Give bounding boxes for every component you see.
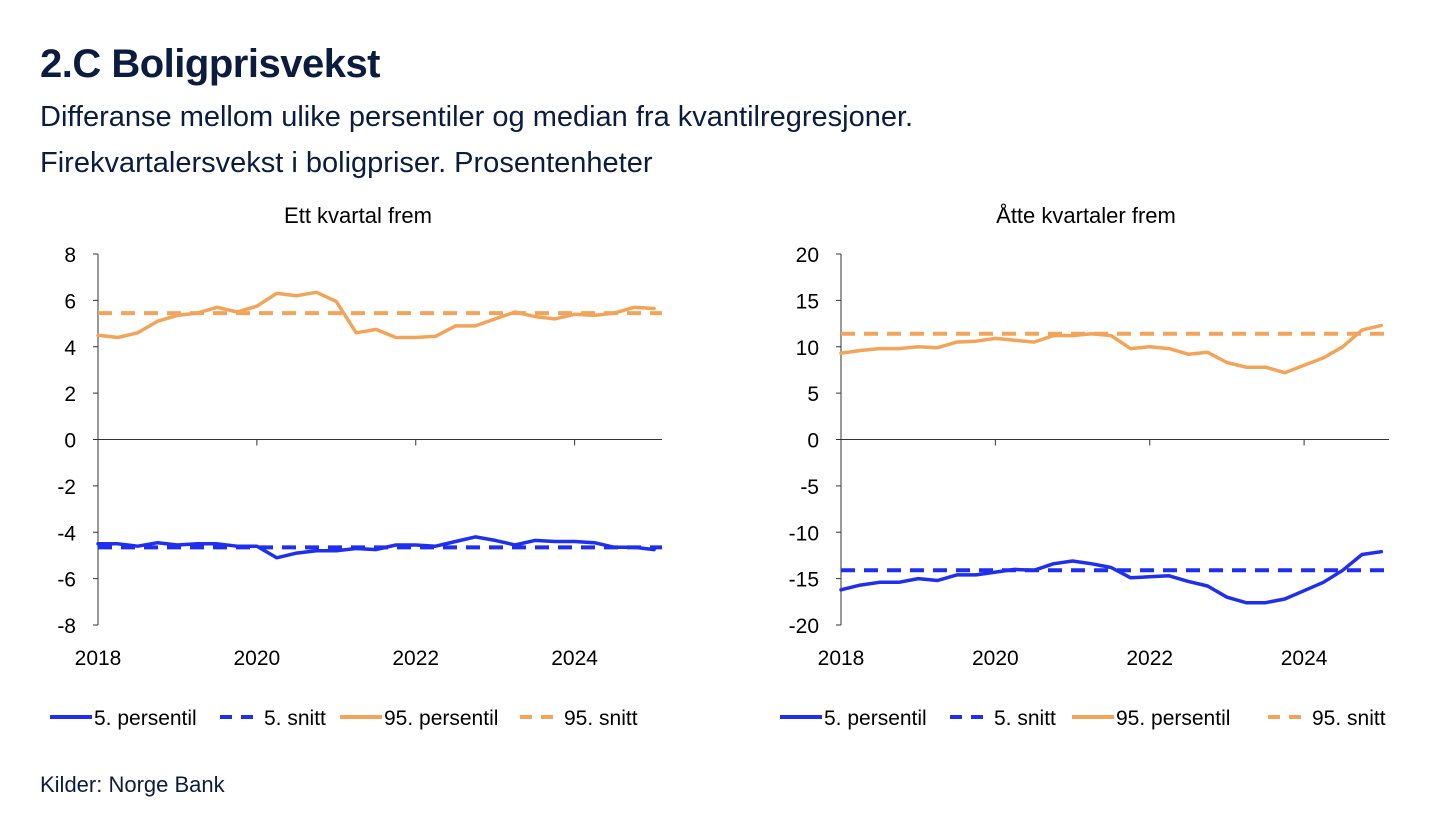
chart-right: Åtte kvartaler frem 20 15 10 5 0 -5 -10 -15 -20 2… [780,203,1389,730]
right-y-tick-label: 10 [796,337,819,360]
right-legend-label: 5. snitt [994,707,1056,730]
chart-left: Ett kvartal frem 8 6 4 2 0 -2 -4 -6 -8 2018 2020 20… [50,203,662,730]
right-x-tick-label: 2020 [972,647,1019,670]
left-x-tick-label: 2024 [551,647,598,670]
right-y-tick-label: 20 [796,244,819,267]
right-x-tick-label: 2018 [818,647,865,670]
left-legend-label: 95. persentil [384,707,498,730]
chart-left-title: Ett kvartal frem [284,203,432,228]
right-legend-label: 5. persentil [824,707,927,730]
left-y-tick-label: -4 [57,522,76,545]
right-series-5-persentil-line [839,549,1384,605]
left-x-tick-label: 2020 [234,647,281,670]
left-y-tick-label: -2 [57,476,76,499]
right-series-95-persentil-line [839,323,1384,375]
right-y-tick-label: -5 [800,476,819,499]
left-x-tick-label: 2022 [392,647,439,670]
left-y-tick-label: 4 [64,337,76,360]
left-y-tick-label: 0 [64,430,76,453]
left-y-tick-label: -6 [57,569,76,592]
left-legend-label: 5. persentil [94,707,197,730]
chart-right-title: Åtte kvartaler frem [996,203,1176,228]
page-title: 2.C Boligprisvekst [40,42,381,86]
right-legend-label: 95. snitt [1312,707,1386,730]
right-y-tick-label: 0 [807,430,819,453]
right-y-tick-label: 5 [807,383,819,406]
left-y-tick-label: 2 [64,383,76,406]
source-note: Kilder: Norge Bank [40,772,225,797]
right-y-tick-label: -20 [789,615,819,638]
right-y-tick-label: 15 [796,290,819,313]
right-legend-label: 95. persentil [1116,707,1230,730]
left-y-tick-label: 8 [64,244,76,267]
left-y-tick-label: 6 [64,290,76,313]
right-x-tick-label: 2022 [1126,647,1173,670]
left-series-5-persentil-line [96,535,656,560]
left-legend-label: 5. snitt [264,707,326,730]
right-x-tick-label: 2024 [1281,647,1328,670]
left-y-tick-label: -8 [57,615,76,638]
subtitle-line-1: Differanse mellom ulike persentiler og m… [40,101,914,133]
subtitle-line-2: Firekvartalersvekst i boligpriser. Prose… [40,147,653,179]
left-x-tick-label: 2018 [75,647,122,670]
right-y-tick-label: -15 [789,569,819,592]
right-y-tick-label: -10 [789,522,819,545]
left-legend-label: 95. snitt [564,707,638,730]
